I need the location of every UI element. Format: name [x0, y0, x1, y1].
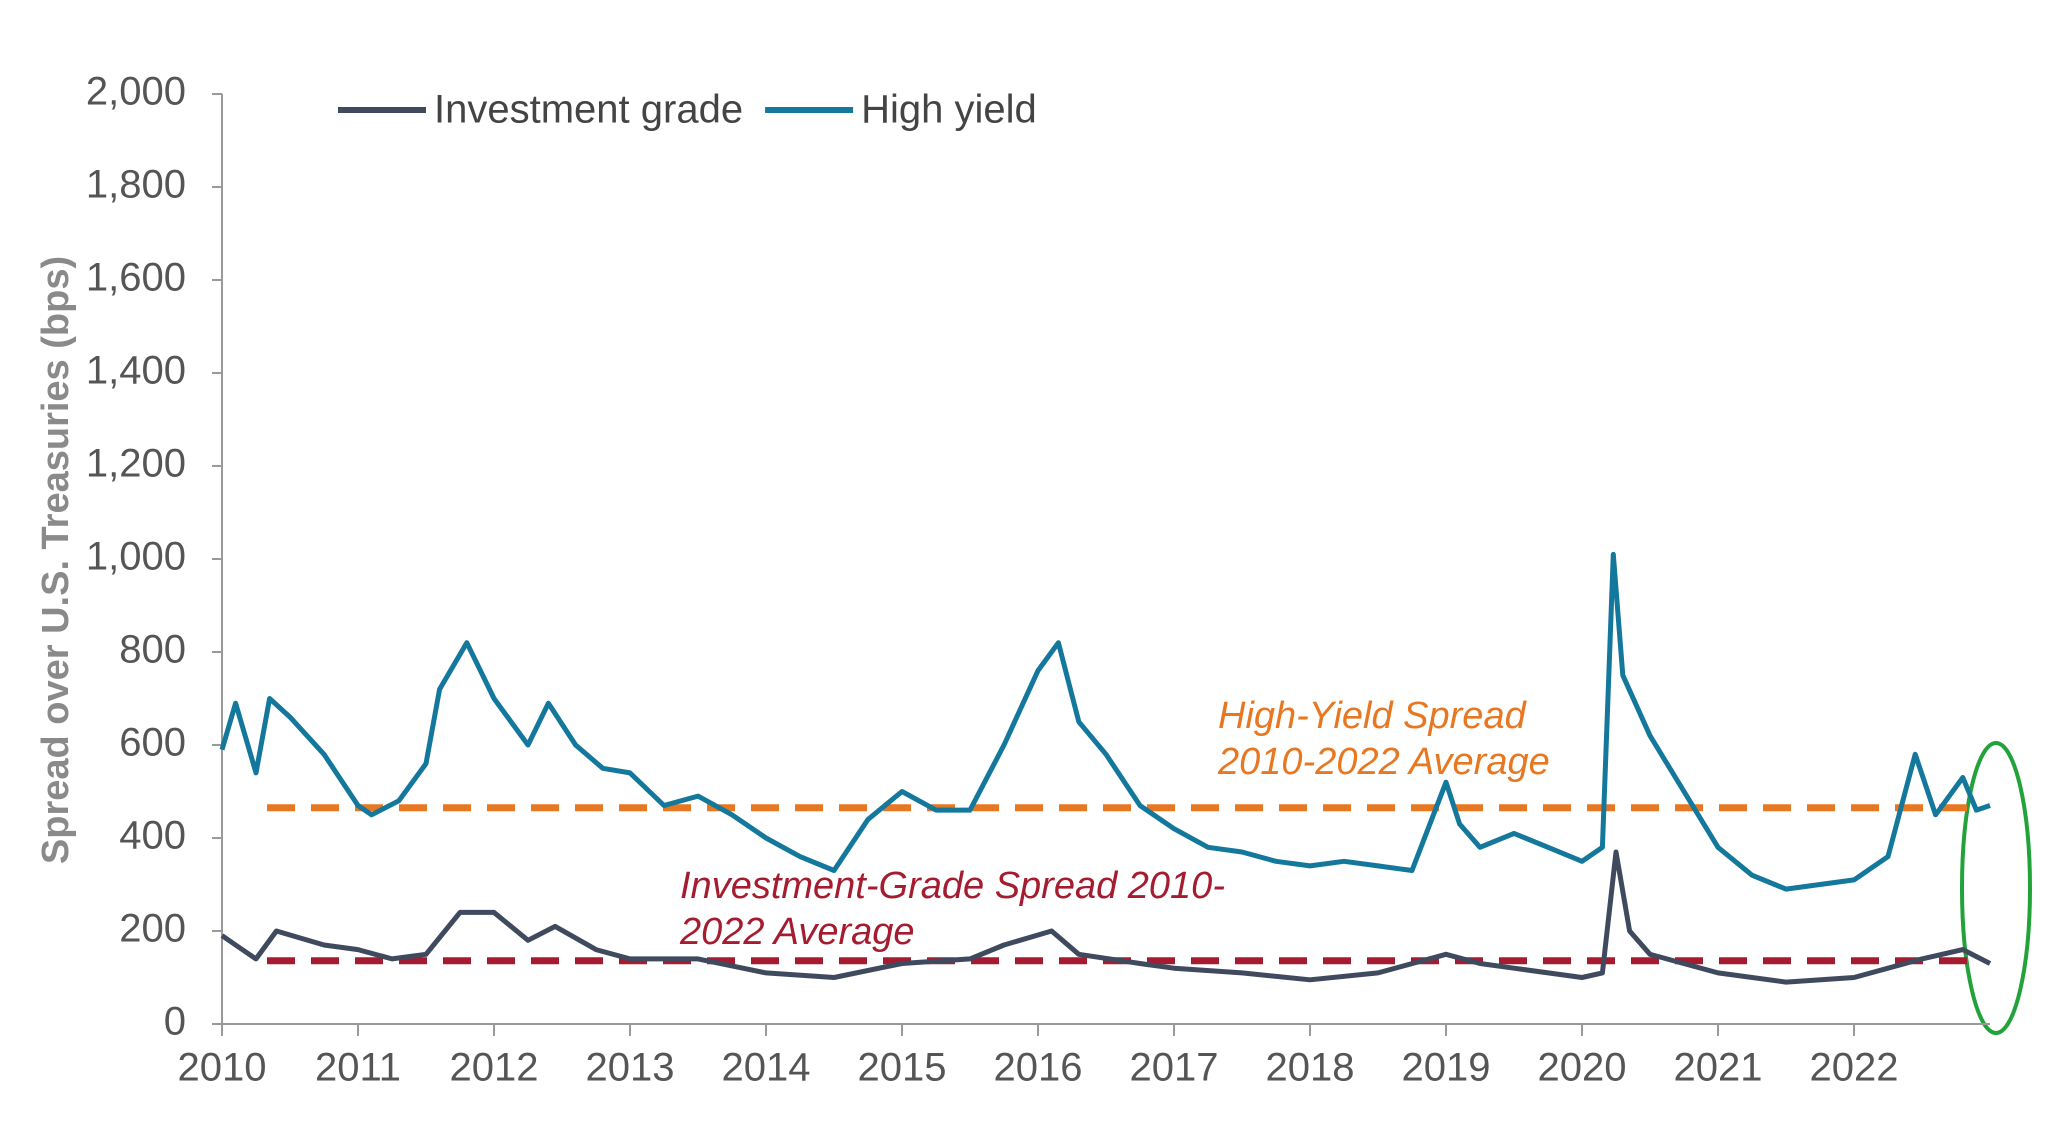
x-tick-label: 2022 [1810, 1046, 1899, 1090]
x-tick-label: 2013 [586, 1046, 675, 1090]
x-tick-label: 2018 [1266, 1046, 1355, 1090]
y-tick-label: 600 [119, 721, 186, 765]
x-tick-label: 2020 [1538, 1046, 1627, 1090]
y-tick-label: 1,000 [86, 535, 186, 579]
x-tick-label: 2011 [315, 1046, 401, 1090]
x-tick-label: 2019 [1402, 1046, 1491, 1090]
x-tick-label: 2016 [994, 1046, 1083, 1090]
y-tick-label: 1,200 [86, 442, 186, 486]
x-tick-label: 2014 [722, 1046, 811, 1090]
reference-label: High-Yield Spread [1218, 695, 1528, 737]
y-tick-label: 800 [119, 628, 186, 672]
series-line [219, 551, 1991, 892]
y-tick-label: 200 [119, 907, 186, 951]
x-tick-label: 2015 [858, 1046, 947, 1090]
y-tick-label: 0 [164, 1000, 186, 1044]
y-tick-label: 1,600 [86, 256, 186, 300]
x-tick-label: 2010 [178, 1046, 267, 1090]
y-tick-label: 1,800 [86, 163, 186, 207]
reference-label: 2010-2022 Average [1217, 741, 1550, 783]
legend-label: High yield [861, 88, 1037, 132]
y-tick-label: 2,000 [86, 70, 186, 114]
y-tick-label: 1,400 [86, 349, 186, 393]
reference-label: Investment-Grade Spread 2010- [680, 865, 1225, 907]
x-tick-label: 2012 [450, 1046, 539, 1090]
highlight-ellipse [1960, 741, 2032, 1035]
x-tick-label: 2021 [1674, 1046, 1763, 1090]
legend-label: Investment grade [434, 88, 743, 132]
y-tick-label: 400 [119, 814, 186, 858]
series-line [220, 849, 1992, 985]
x-tick-label: 2017 [1130, 1046, 1219, 1090]
y-axis-label: Spread over U.S. Treasuries (bps) [35, 256, 77, 864]
reference-label: 2022 Average [679, 911, 915, 953]
